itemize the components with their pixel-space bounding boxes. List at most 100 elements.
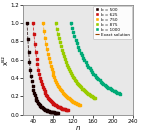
Point: [71, 74, 73, 76]
Point: [49, 61, 51, 63]
Point: [54, 112, 56, 114]
Point: [42, 22, 44, 24]
Point: [51, 111, 53, 113]
Point: [65, 61, 67, 63]
Point: [45, 43, 47, 45]
Point: [38, 73, 40, 75]
Point: [49, 99, 51, 101]
Point: [83, 59, 86, 61]
Point: [57, 37, 60, 39]
Point: [61, 52, 64, 54]
Point: [117, 92, 120, 94]
Point: [26, 22, 28, 24]
Point: [105, 85, 107, 87]
Point: [49, 110, 51, 113]
Point: [31, 85, 34, 87]
Point: [66, 96, 68, 98]
Point: [119, 93, 121, 95]
Point: [57, 112, 59, 114]
Point: [97, 78, 100, 80]
Point: [59, 41, 61, 43]
Point: [44, 109, 46, 111]
Point: [110, 88, 112, 90]
Point: [46, 48, 48, 50]
Point: [77, 103, 79, 105]
Point: [69, 22, 72, 24]
Point: [40, 80, 42, 82]
Point: [63, 93, 65, 95]
Point: [50, 100, 52, 102]
Point: [29, 68, 31, 71]
Point: [77, 46, 79, 48]
Point: [55, 81, 58, 83]
Point: [52, 74, 55, 76]
Point: [112, 90, 115, 92]
Point: [66, 64, 68, 66]
Point: [95, 75, 97, 78]
Point: [103, 84, 106, 86]
Point: [46, 109, 48, 111]
Point: [59, 88, 61, 90]
Point: [33, 92, 35, 94]
Point: [101, 82, 103, 84]
Point: [94, 97, 96, 99]
Point: [72, 101, 75, 103]
Point: [32, 89, 35, 91]
Point: [55, 112, 57, 114]
Point: [44, 92, 47, 94]
Point: [61, 107, 63, 110]
Point: [43, 90, 46, 92]
Point: [114, 90, 116, 92]
Point: [46, 110, 49, 112]
Point: [74, 79, 76, 81]
Point: [56, 32, 59, 35]
Point: [46, 95, 48, 97]
Point: [102, 83, 104, 85]
Point: [93, 74, 96, 76]
Point: [57, 105, 59, 108]
Point: [31, 80, 33, 83]
Point: [35, 97, 37, 99]
Point: [38, 104, 41, 106]
Point: [87, 93, 89, 95]
Point: [50, 68, 53, 70]
Point: [39, 105, 42, 107]
Point: [42, 86, 44, 88]
Point: [86, 64, 88, 66]
Point: [106, 86, 108, 88]
Point: [56, 112, 58, 114]
Point: [85, 91, 87, 93]
Point: [63, 108, 65, 110]
Point: [76, 42, 78, 44]
Point: [68, 97, 70, 99]
Point: [34, 94, 36, 96]
Point: [99, 79, 101, 81]
Point: [71, 100, 74, 102]
Point: [51, 102, 54, 104]
Point: [88, 93, 90, 96]
Point: [73, 77, 75, 80]
Point: [66, 109, 68, 111]
Point: [75, 80, 77, 83]
Point: [43, 88, 45, 90]
Point: [59, 106, 61, 109]
Point: [87, 66, 89, 68]
Point: [111, 89, 113, 91]
Point: [109, 87, 111, 90]
Point: [52, 111, 54, 113]
Point: [107, 86, 110, 89]
Point: [42, 108, 45, 110]
Point: [76, 103, 78, 105]
Point: [62, 108, 64, 110]
Point: [54, 22, 57, 24]
Point: [65, 109, 67, 111]
Point: [47, 53, 49, 55]
Y-axis label: xᴮ²: xᴮ²: [3, 55, 9, 65]
Point: [62, 92, 64, 94]
Point: [32, 22, 34, 24]
Point: [38, 103, 40, 105]
Point: [88, 67, 91, 70]
Point: [53, 111, 55, 113]
Point: [86, 92, 88, 94]
Point: [30, 75, 32, 77]
